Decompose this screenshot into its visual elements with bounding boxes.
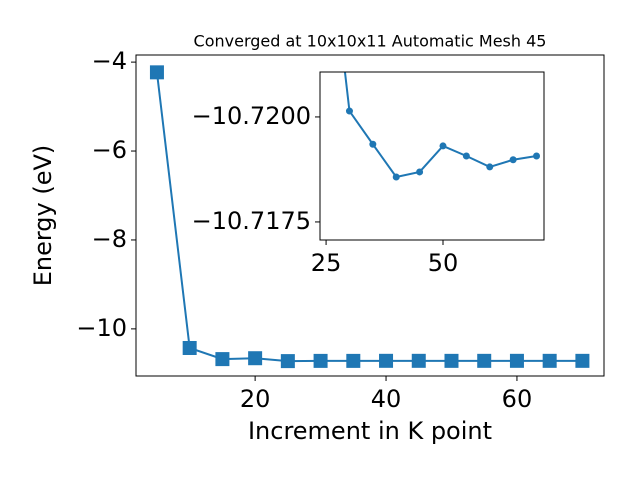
marker	[509, 353, 524, 368]
marker	[486, 163, 494, 171]
chart-title: Converged at 10x10x11 Automatic Mesh 45	[194, 32, 547, 51]
marker	[411, 353, 426, 368]
marker	[248, 351, 263, 366]
marker	[149, 65, 164, 80]
marker	[542, 353, 557, 368]
x-tick-label: 60	[502, 385, 533, 413]
marker	[369, 140, 377, 148]
marker	[182, 340, 197, 355]
marker	[392, 173, 400, 181]
marker	[439, 142, 447, 150]
plot-area	[320, 72, 544, 240]
plot-content	[343, 72, 541, 181]
marker	[575, 353, 590, 368]
x-tick-label: 40	[371, 385, 402, 413]
y-tick-label: −8	[92, 225, 127, 253]
series-line	[343, 72, 537, 179]
plot-content	[149, 65, 590, 369]
y-tick-label: −10.7175	[192, 207, 311, 235]
marker	[477, 353, 492, 368]
marker	[462, 152, 470, 160]
y-axis-label: Energy (eV)	[29, 145, 57, 287]
marker	[313, 353, 328, 368]
marker	[416, 168, 424, 176]
marker	[346, 353, 361, 368]
marker	[345, 107, 353, 115]
marker	[379, 353, 394, 368]
y-tick-label: −10.7200	[192, 102, 311, 130]
marker	[215, 352, 230, 367]
marker	[444, 353, 459, 368]
x-axis-label: Increment in K point	[248, 417, 492, 445]
x-tick-label: 50	[428, 249, 459, 277]
marker	[533, 152, 541, 160]
y-tick-label: −4	[92, 47, 127, 75]
axes-frame	[319, 71, 545, 241]
x-tick-label: 20	[240, 385, 271, 413]
marker	[280, 354, 295, 369]
marker	[509, 156, 517, 164]
y-tick-label: −6	[92, 136, 127, 164]
axes-frame	[135, 54, 605, 377]
x-tick-label: 25	[311, 249, 342, 277]
y-tick-label: −10	[76, 314, 127, 342]
